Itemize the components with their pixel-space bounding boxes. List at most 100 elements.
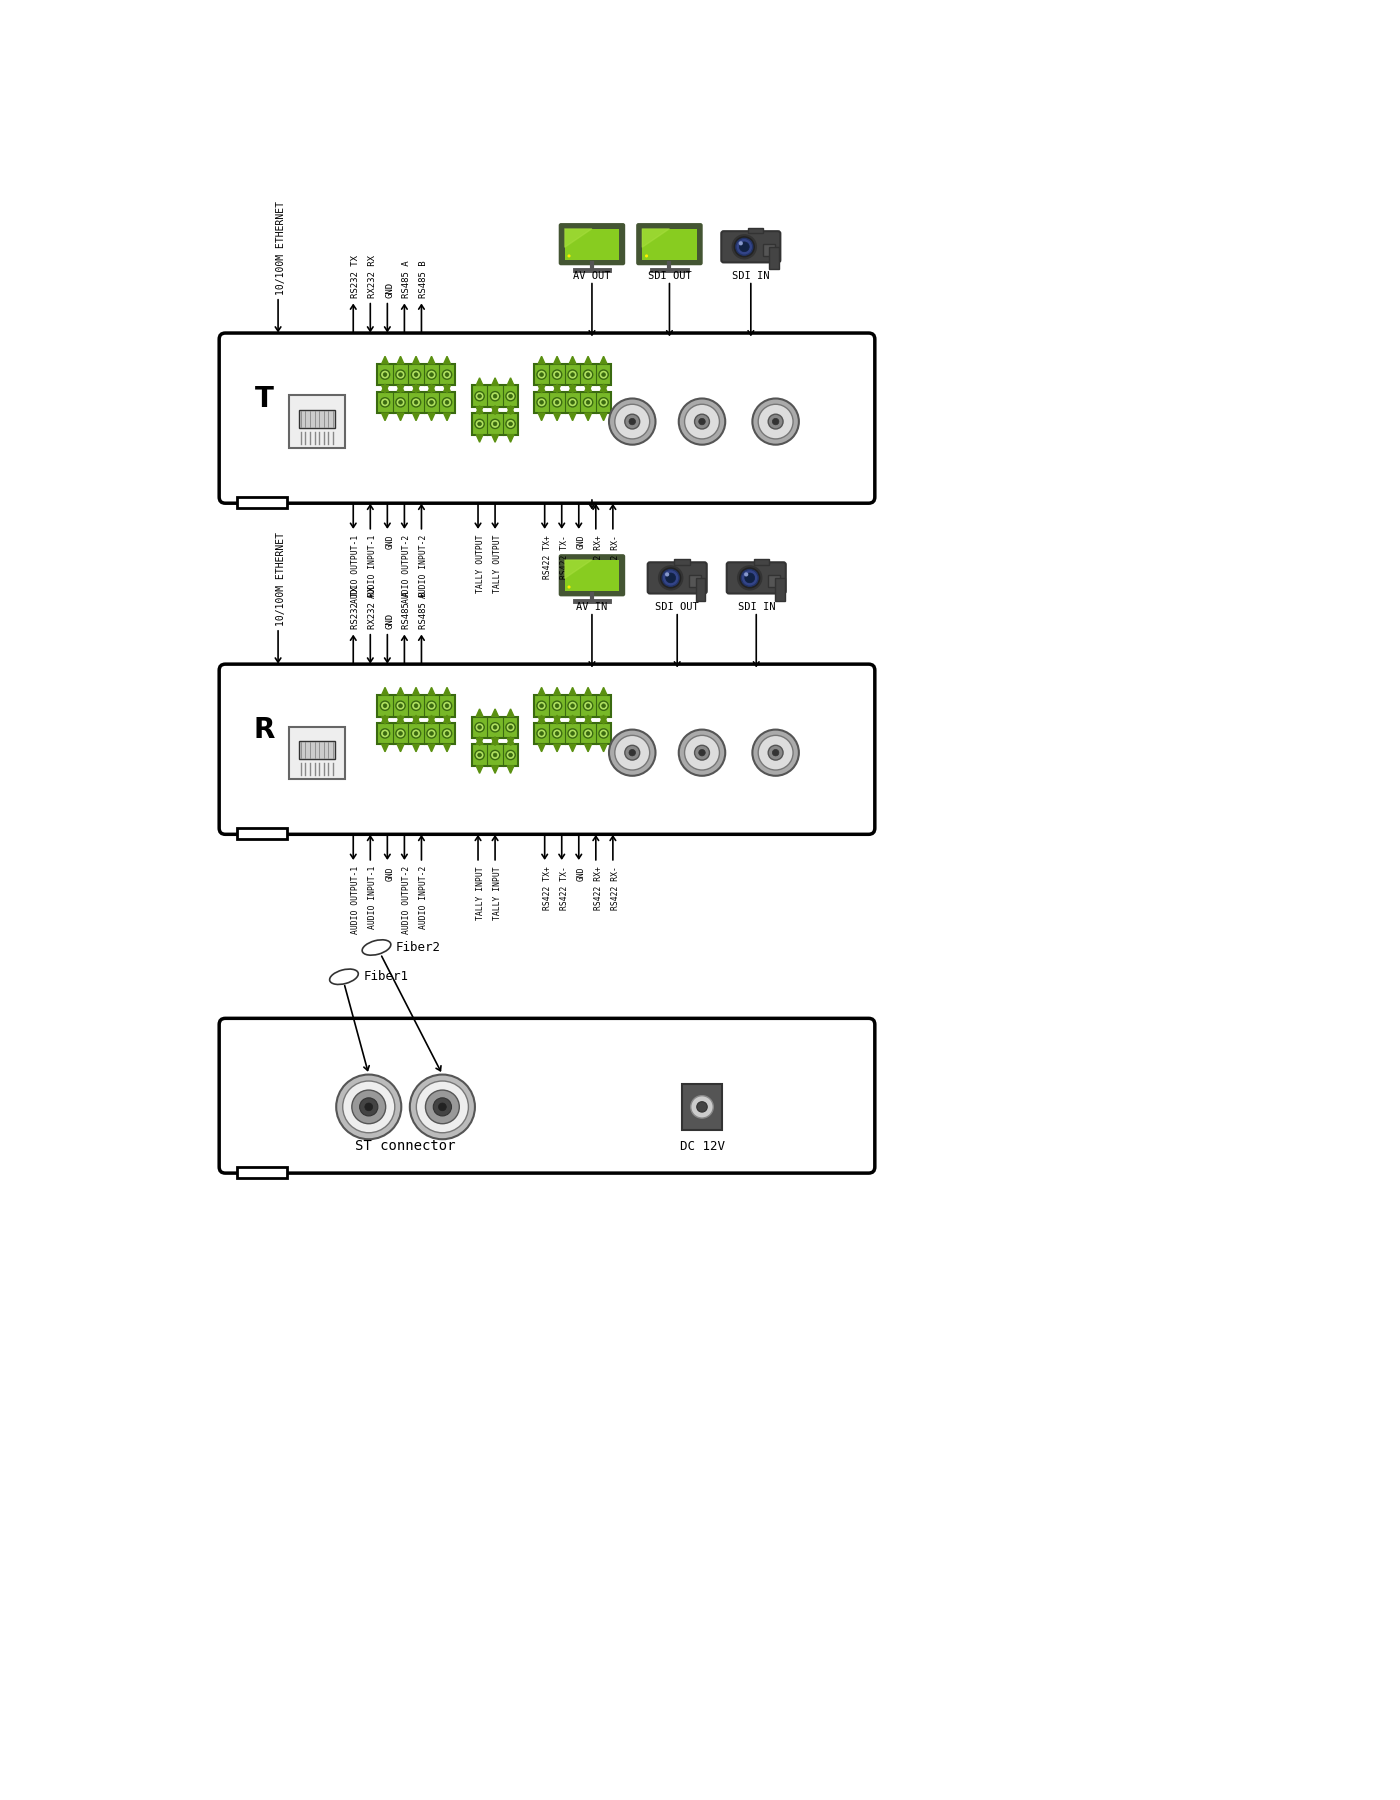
Bar: [298, 742, 335, 760]
Polygon shape: [553, 385, 560, 392]
Circle shape: [694, 745, 710, 760]
Text: RS422 TX+: RS422 TX+: [543, 866, 552, 909]
Text: AUDIO OUTPUT-1: AUDIO OUTPUT-1: [351, 535, 360, 603]
Circle shape: [430, 731, 434, 734]
Circle shape: [587, 373, 589, 376]
Polygon shape: [585, 715, 591, 722]
Ellipse shape: [363, 940, 391, 956]
Circle shape: [384, 731, 386, 734]
Polygon shape: [428, 356, 435, 364]
Circle shape: [629, 418, 636, 425]
Circle shape: [508, 752, 512, 756]
Circle shape: [442, 371, 452, 380]
Polygon shape: [553, 715, 560, 722]
Polygon shape: [570, 385, 575, 392]
Text: RS422 RX+: RS422 RX+: [594, 535, 602, 578]
FancyBboxPatch shape: [560, 554, 624, 596]
Text: DC 12V: DC 12V: [679, 1139, 725, 1154]
Circle shape: [732, 236, 756, 259]
Polygon shape: [507, 709, 514, 716]
Circle shape: [399, 731, 402, 734]
Polygon shape: [428, 743, 435, 752]
Bar: [237, 1166, 287, 1177]
Circle shape: [629, 749, 636, 756]
Text: 10/100M ETHERNET: 10/100M ETHERNET: [276, 200, 286, 295]
Polygon shape: [476, 378, 483, 385]
Polygon shape: [491, 736, 498, 743]
Polygon shape: [553, 383, 560, 392]
Circle shape: [475, 722, 484, 733]
Polygon shape: [601, 414, 608, 421]
Circle shape: [556, 731, 559, 734]
Text: GND: GND: [577, 866, 585, 880]
Circle shape: [571, 704, 574, 707]
Polygon shape: [476, 765, 483, 774]
Circle shape: [538, 371, 546, 380]
Circle shape: [477, 394, 482, 398]
Circle shape: [414, 373, 417, 376]
Polygon shape: [585, 414, 591, 421]
Bar: [237, 497, 287, 508]
Polygon shape: [538, 716, 545, 724]
Polygon shape: [507, 405, 514, 414]
Polygon shape: [491, 378, 498, 385]
Circle shape: [567, 585, 571, 589]
Circle shape: [602, 400, 605, 405]
Polygon shape: [428, 385, 435, 392]
Circle shape: [739, 241, 749, 252]
Polygon shape: [444, 414, 451, 421]
Circle shape: [769, 745, 783, 760]
Polygon shape: [553, 414, 560, 421]
Text: R: R: [253, 716, 274, 743]
Circle shape: [508, 725, 512, 729]
Polygon shape: [382, 383, 388, 392]
Polygon shape: [428, 715, 435, 722]
Circle shape: [414, 400, 417, 405]
Circle shape: [399, 704, 402, 707]
Bar: [770, 247, 780, 270]
Bar: [298, 410, 335, 428]
Circle shape: [553, 702, 561, 711]
Circle shape: [615, 405, 650, 439]
Circle shape: [427, 398, 437, 407]
Polygon shape: [413, 414, 420, 421]
Circle shape: [568, 371, 577, 380]
Text: TALLY INPUT: TALLY INPUT: [476, 866, 484, 920]
Text: RX232 RX: RX232 RX: [368, 587, 377, 630]
Polygon shape: [491, 738, 498, 745]
Polygon shape: [585, 356, 591, 364]
Circle shape: [477, 421, 482, 427]
Circle shape: [381, 398, 389, 407]
Text: RS422 RX-: RS422 RX-: [610, 866, 620, 909]
Text: RS422 TX-: RS422 TX-: [560, 535, 568, 578]
Polygon shape: [538, 385, 545, 392]
Circle shape: [396, 729, 405, 738]
Circle shape: [381, 371, 389, 380]
Bar: [377, 695, 455, 716]
Circle shape: [540, 704, 543, 707]
FancyBboxPatch shape: [220, 333, 875, 504]
Polygon shape: [398, 715, 405, 722]
Circle shape: [412, 371, 420, 380]
Bar: [696, 578, 706, 601]
Circle shape: [384, 704, 386, 707]
Circle shape: [493, 421, 497, 427]
Circle shape: [427, 729, 437, 738]
Circle shape: [396, 702, 405, 711]
Polygon shape: [507, 765, 514, 774]
Text: AUDIO OUTPUT-1: AUDIO OUTPUT-1: [351, 866, 360, 934]
Circle shape: [587, 731, 589, 734]
Bar: [377, 392, 455, 414]
Polygon shape: [643, 229, 669, 247]
Polygon shape: [553, 743, 560, 752]
Text: AUDIO INPUT-2: AUDIO INPUT-2: [419, 535, 428, 598]
Text: TALLY OUTPUT: TALLY OUTPUT: [476, 535, 484, 594]
Text: RS232 TX: RS232 TX: [351, 587, 360, 630]
Circle shape: [538, 729, 546, 738]
Circle shape: [745, 572, 755, 583]
Polygon shape: [382, 414, 388, 421]
Circle shape: [759, 736, 792, 770]
Circle shape: [540, 731, 543, 734]
Circle shape: [381, 702, 389, 711]
Text: RS232 TX: RS232 TX: [351, 256, 360, 299]
